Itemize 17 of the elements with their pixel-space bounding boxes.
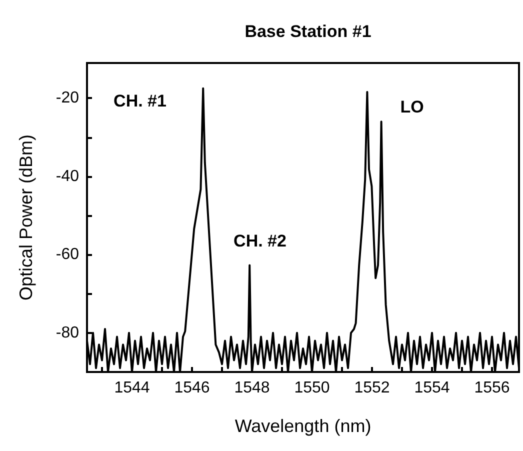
chart-title: Base Station #1 [244, 22, 372, 41]
annotation: LO [400, 98, 424, 116]
annotation: CH. #1 [114, 92, 166, 110]
x-tick-label: 1548 [234, 380, 270, 396]
y-tick-label: -40 [56, 168, 80, 185]
x-tick-label: 1544 [114, 380, 150, 396]
x-tick-label: 1546 [174, 380, 210, 396]
y-tick-label: -20 [56, 90, 80, 107]
y-axis-title: Optical Power (dBm) [16, 134, 36, 301]
x-axis-title: Wavelength (nm) [234, 416, 372, 436]
x-tick-label: 1556 [474, 380, 510, 396]
y-tick-label: -60 [56, 246, 80, 264]
annotation: CH. #2 [234, 232, 286, 250]
x-tick-label: 1550 [294, 380, 330, 396]
y-tick-label: -80 [56, 324, 80, 342]
x-tick-label: 1552 [354, 380, 390, 396]
x-tick-label: 1554 [414, 380, 450, 396]
